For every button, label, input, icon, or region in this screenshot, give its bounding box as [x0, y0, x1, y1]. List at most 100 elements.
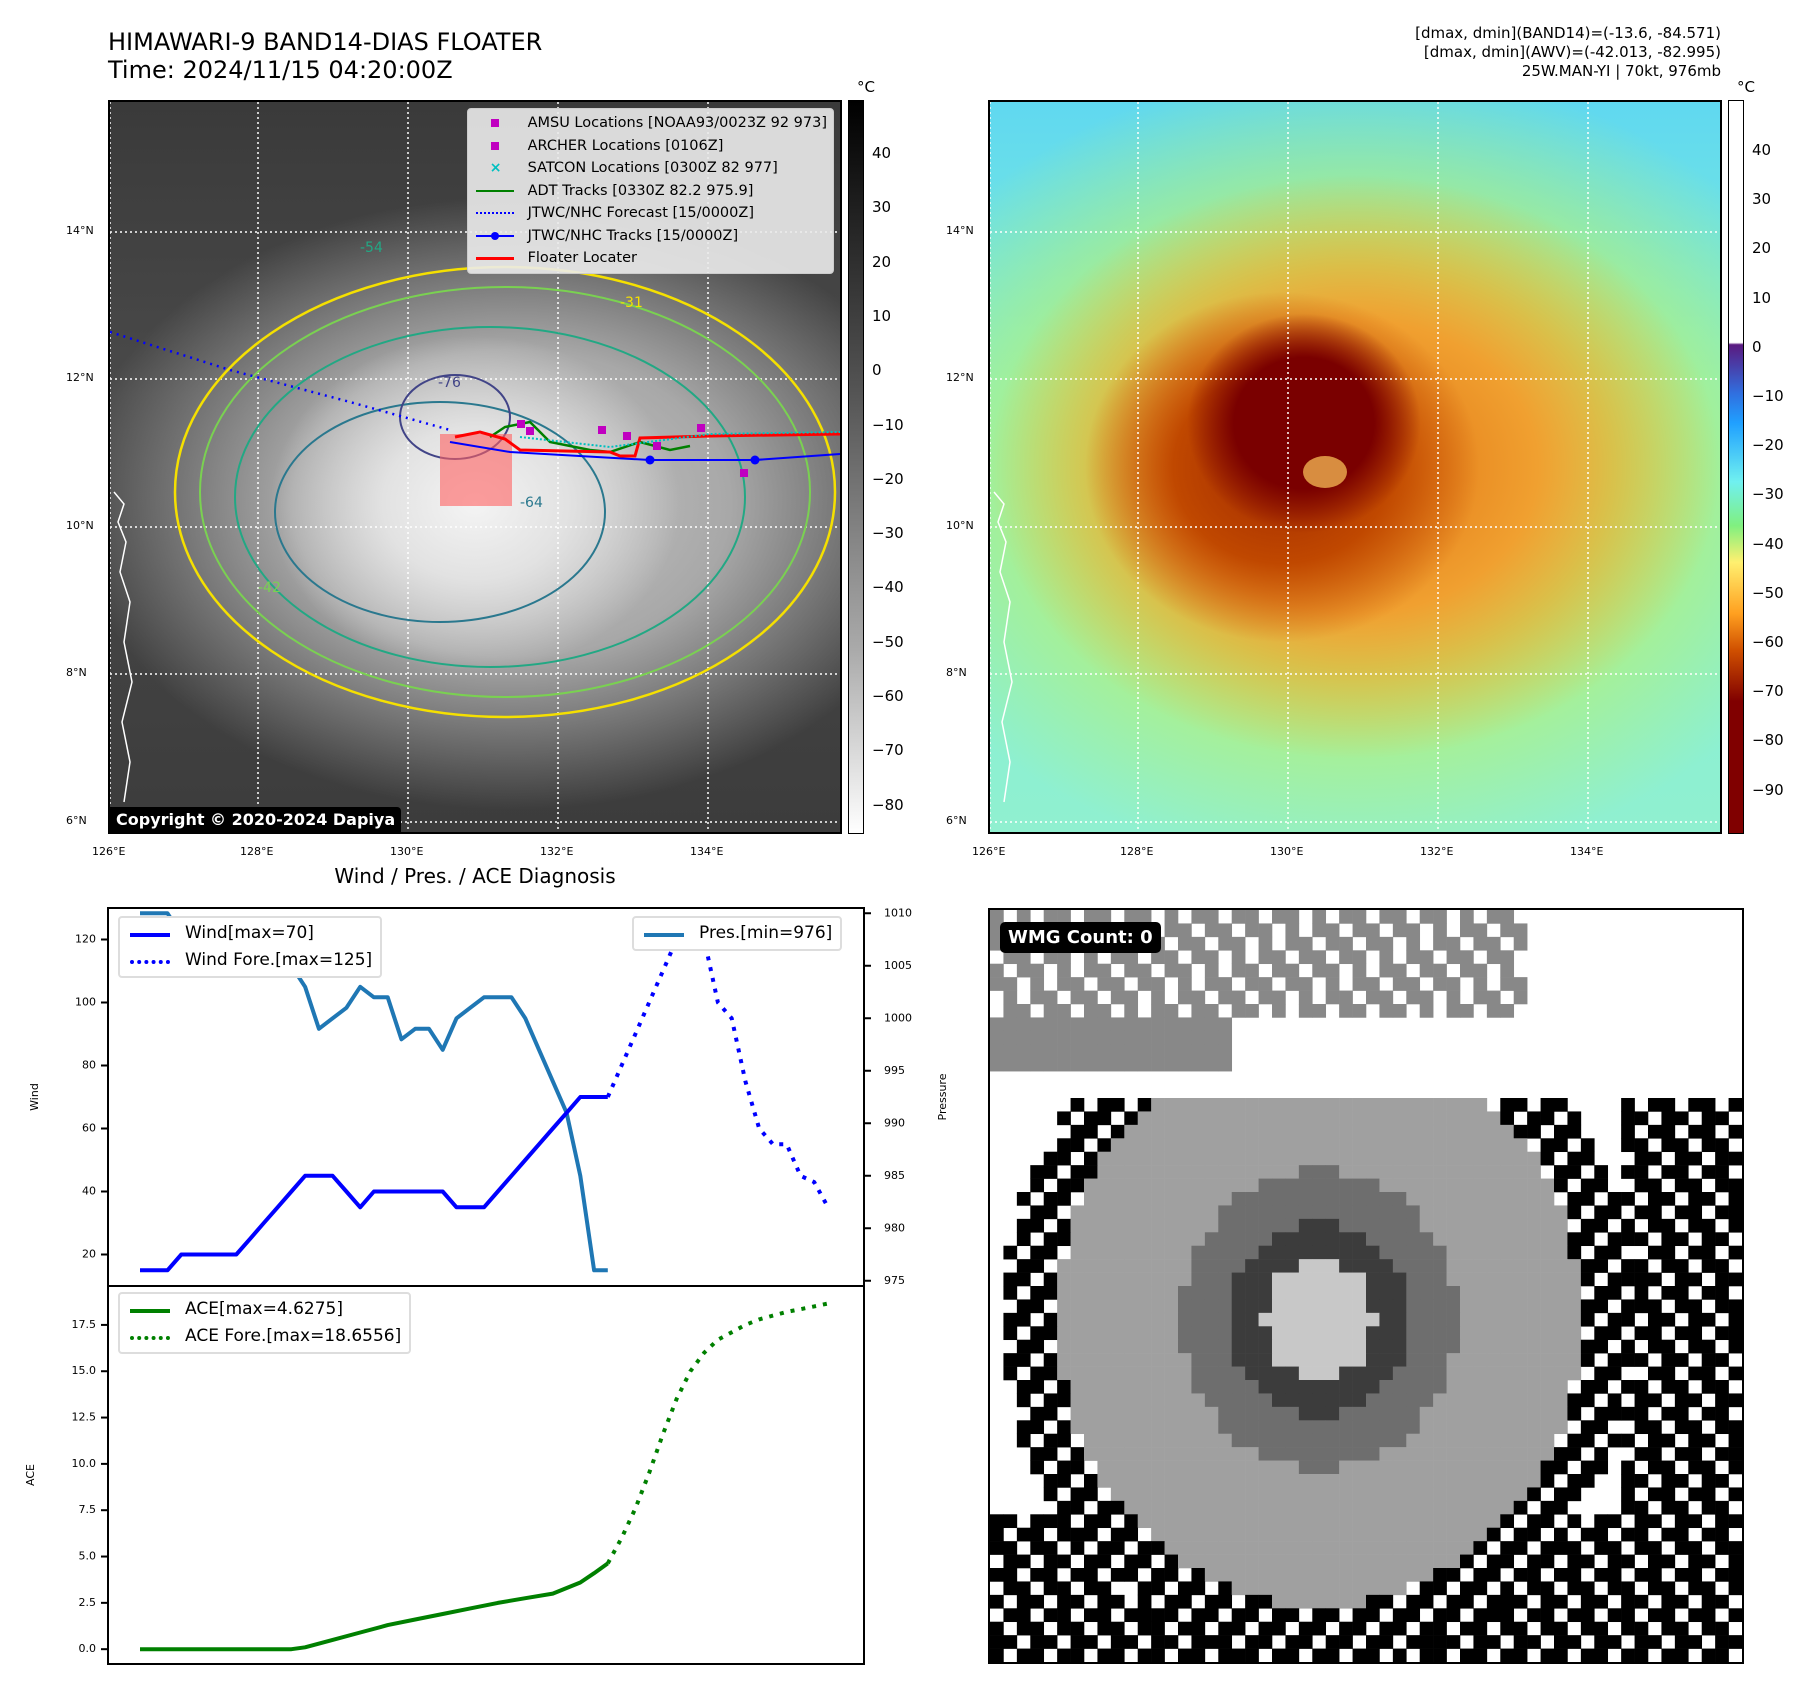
- wmg-pixel: [1204, 1568, 1219, 1582]
- wmg-pixel: [1191, 1326, 1206, 1341]
- wmg-pixel: [1285, 1487, 1300, 1502]
- wmg-pixel: [1392, 1433, 1407, 1448]
- wmg-pixel: [1621, 1098, 1635, 1112]
- wmg-pixel: [1446, 1635, 1461, 1649]
- wmg-pixel: [1191, 1165, 1206, 1179]
- wmg-pixel: [1594, 1339, 1609, 1354]
- wmg-pixel: [1231, 1420, 1246, 1435]
- wmg-pixel: [1312, 1608, 1327, 1623]
- wmg-pixel: [1473, 1299, 1488, 1314]
- wmg-pixel: [1124, 1165, 1139, 1179]
- wmg-pixel: [1661, 1581, 1676, 1596]
- wmg-pixel: [1352, 1406, 1367, 1421]
- wmg-pixel: [1084, 1608, 1098, 1623]
- wmg-pixel: [1540, 1339, 1555, 1354]
- wmg-pixel: [1527, 1165, 1541, 1179]
- wmg-pixel: [1258, 1487, 1273, 1502]
- wmg-pixel: [1137, 1581, 1152, 1596]
- wmg-pixel: [1218, 1057, 1233, 1072]
- wmg-pixel: [1379, 936, 1394, 951]
- wmg-pixel: [1527, 1460, 1541, 1475]
- wmg-pixel: [1164, 1218, 1179, 1233]
- wmg-pixel: [1339, 1406, 1353, 1421]
- wmg-pixel: [1446, 1111, 1461, 1126]
- wmg-pixel: [1473, 1098, 1488, 1112]
- wmg-pixel: [1419, 1192, 1434, 1206]
- wmg-pixel: [1245, 1138, 1259, 1153]
- wmg-pixel: [1231, 1259, 1246, 1273]
- wmg-pixel: [1298, 990, 1313, 1005]
- wmg-pixel: [1446, 977, 1461, 991]
- wmg-pixel: [1272, 1621, 1286, 1636]
- wmg-pixel: [1191, 1205, 1206, 1220]
- wmg-pixel: [1151, 1044, 1165, 1059]
- wmg-pixel: [1366, 1299, 1380, 1314]
- wmg-pixel: [1070, 1030, 1085, 1045]
- wmg-pixel: [1392, 1447, 1407, 1461]
- wmg-pixel: [1366, 977, 1380, 991]
- wmg-pixel: [1621, 1218, 1635, 1233]
- wmg-pixel: [1312, 1165, 1327, 1179]
- wmg-pixel: [1151, 1353, 1165, 1367]
- wmg-pixel: [1151, 1500, 1165, 1515]
- wmg-pixel: [1513, 1621, 1528, 1636]
- wmg-pixel: [1003, 1554, 1018, 1569]
- wmg-pixel: [1433, 1138, 1447, 1153]
- wmg-pixel: [1715, 1259, 1729, 1273]
- wmg-pixel: [990, 1541, 1004, 1555]
- ace-tick-label: 5.0: [79, 1550, 97, 1563]
- wmg-pixel: [1339, 1312, 1353, 1327]
- wmg-pixel: [1272, 1178, 1286, 1193]
- wmg-pixel: [1151, 1621, 1165, 1636]
- wmg-pixel: [1298, 1366, 1313, 1381]
- wmg-pixel: [1084, 1205, 1098, 1220]
- wmg-pixel: [1084, 1474, 1098, 1488]
- wmg-pixel: [1460, 1487, 1474, 1502]
- wmg-pixel: [1379, 910, 1394, 924]
- wmg-pixel: [1151, 1433, 1165, 1448]
- wmg-pixel: [1460, 1124, 1474, 1139]
- wmg-pixel: [1110, 1218, 1125, 1233]
- wmg-pixel: [1151, 1111, 1165, 1126]
- wmg-pixel: [1554, 1621, 1568, 1636]
- colorbar-tick-right: −10: [1752, 387, 1784, 405]
- wmg-pixel: [1648, 1178, 1662, 1193]
- wmg-pixel: [1030, 1057, 1045, 1072]
- wmg-pixel: [1325, 936, 1340, 951]
- wmg-pixel: [1674, 1272, 1689, 1287]
- wmg-pixel: [1057, 1299, 1071, 1314]
- wmg-pixel: [1110, 1433, 1125, 1448]
- wmg-pixel: [1594, 1541, 1609, 1555]
- wmg-pixel: [1124, 1366, 1139, 1381]
- wmg-pixel: [1030, 1030, 1045, 1045]
- wmg-pixel: [1701, 1554, 1716, 1569]
- wmg-pixel: [1527, 1192, 1541, 1206]
- wmg-pixel: [1661, 1460, 1676, 1475]
- wmg-pixel: [1392, 1312, 1407, 1327]
- wmg-pixel: [1124, 1527, 1139, 1542]
- wmg-pixel: [1325, 1393, 1340, 1408]
- wmg-pixel: [1621, 1124, 1635, 1139]
- wmg-pixel: [1191, 1004, 1206, 1018]
- wmg-pixel: [1406, 1500, 1421, 1515]
- wmg-pixel: [1191, 1312, 1206, 1327]
- wmg-pixel: [1460, 1474, 1474, 1488]
- wmg-pixel: [1325, 977, 1340, 991]
- wmg-pixel: [1003, 977, 1018, 991]
- wmg-pixel: [1070, 1044, 1085, 1059]
- wmg-pixel: [1594, 1218, 1609, 1233]
- wmg-pixel: [1110, 1541, 1125, 1555]
- wmg-pixel: [1379, 1339, 1394, 1354]
- wmg-pixel: [1513, 1098, 1528, 1112]
- wmg-pixel: [1204, 1474, 1219, 1488]
- wmg-pixel: [1594, 1568, 1609, 1582]
- wmg-pixel: [1486, 1474, 1501, 1488]
- wmg-pixel: [1258, 1474, 1273, 1488]
- wmg-pixel: [1124, 1272, 1139, 1287]
- wmg-pixel: [1580, 1648, 1595, 1662]
- wmg-pixel: [1218, 1433, 1233, 1448]
- wmg-pixel: [1392, 1420, 1407, 1435]
- wmg-pixel: [1433, 1286, 1447, 1300]
- wmg-pixel: [1366, 1635, 1380, 1649]
- wind-forecast-line: [605, 921, 830, 1209]
